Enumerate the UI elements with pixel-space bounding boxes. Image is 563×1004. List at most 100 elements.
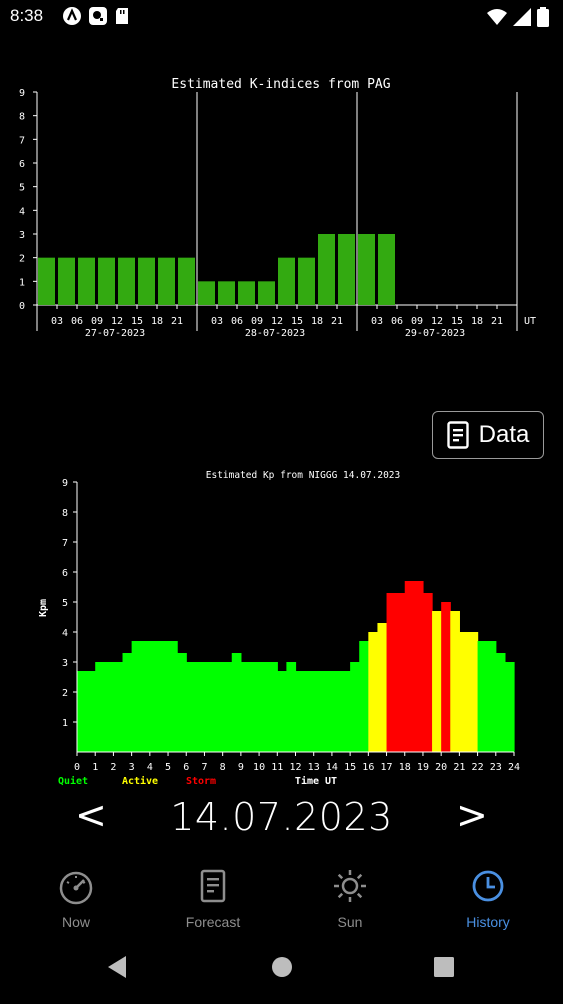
current-date: 14.07.2023 — [170, 795, 393, 839]
x-tick-label: 6 — [183, 762, 189, 773]
x-tick-label: 12 — [289, 762, 301, 773]
legend-active: Active — [122, 775, 158, 787]
kp-bar — [77, 671, 87, 752]
y-tick-label: 2 — [62, 688, 68, 699]
nav-label-forecast: Forecast — [185, 914, 241, 930]
kp-bar — [386, 593, 397, 752]
app-notification-icon — [63, 7, 81, 25]
x-tick-label: 17 — [381, 762, 393, 773]
x-tick-label: 16 — [362, 762, 374, 773]
k-index-bar — [338, 234, 355, 305]
x-tick-label: 1 — [92, 762, 98, 773]
kp-bar — [395, 593, 406, 752]
x-tick-label: 7 — [201, 762, 207, 773]
hour-tick-label: 21 — [331, 316, 343, 327]
kp-bar — [277, 671, 287, 752]
x-tick-label: 0 — [74, 762, 80, 773]
y-tick-label: 3 — [62, 658, 68, 669]
x-tick-label: 22 — [472, 762, 484, 773]
hour-tick-label: 09 — [251, 316, 263, 327]
y-tick-label: 1 — [19, 277, 25, 288]
kp-bar — [95, 662, 105, 752]
nav-item-forecast[interactable]: Forecast — [143, 866, 283, 930]
back-icon[interactable] — [108, 956, 126, 978]
wifi-icon — [487, 9, 507, 25]
kp-bar — [359, 641, 369, 752]
hour-tick-label: 15 — [131, 316, 143, 327]
nav-label-history: History — [466, 914, 510, 930]
k-index-bar — [138, 257, 155, 305]
hour-tick-label: 18 — [311, 316, 323, 327]
kp-area-chart: Estimated Kp from NIGGG 14.07.2023123456… — [38, 470, 520, 787]
hour-tick-label: 21 — [171, 316, 183, 327]
kp-bar — [422, 593, 433, 752]
x-tick-label: 23 — [490, 762, 502, 773]
chart-title: Estimated Kp from NIGGG 14.07.2023 — [206, 470, 400, 481]
app2-notification-icon — [89, 7, 107, 25]
notification-icons — [62, 6, 130, 26]
kp-bar — [222, 662, 233, 752]
y-axis-label: Kpm — [38, 599, 49, 617]
x-tick-label: 3 — [129, 762, 135, 773]
x-tick-label: 19 — [417, 762, 429, 773]
status-bar: 8:38 — [0, 0, 563, 34]
kp-bar — [459, 632, 470, 752]
y-tick-label: 1 — [62, 718, 68, 729]
battery-icon — [537, 7, 549, 27]
y-tick-label: 9 — [19, 88, 25, 99]
x-unit-label: UT — [524, 316, 536, 327]
document-icon — [446, 421, 469, 449]
signal-icon — [513, 8, 531, 26]
nav-item-sun[interactable]: Sun — [280, 866, 420, 930]
sdcard-icon — [116, 8, 128, 24]
k-index-bar — [198, 281, 215, 305]
kp-bar — [468, 632, 479, 752]
recents-icon[interactable] — [434, 957, 454, 977]
kp-bar — [286, 662, 297, 752]
x-tick-label: 10 — [253, 762, 265, 773]
kp-bar — [195, 662, 206, 752]
y-tick-label: 7 — [19, 135, 25, 146]
legend-storm: Storm — [186, 776, 216, 787]
document-icon — [200, 869, 226, 903]
kp-bar — [231, 653, 242, 752]
k-index-bar — [118, 257, 135, 305]
kp-bar — [304, 671, 315, 752]
x-tick-label: 21 — [453, 762, 465, 773]
x-axis-label: Time UT — [295, 775, 337, 787]
home-icon[interactable] — [272, 957, 292, 977]
system-status-icons — [487, 7, 549, 27]
x-tick-label: 4 — [147, 762, 153, 773]
y-tick-label: 6 — [19, 159, 25, 170]
data-button[interactable]: Data — [432, 411, 544, 459]
nav-item-now[interactable]: Now — [6, 866, 146, 930]
k-index-bar — [158, 257, 175, 305]
previous-day-button[interactable]: < — [75, 793, 107, 837]
k-index-bar — [318, 234, 335, 305]
kp-bar — [204, 662, 215, 752]
kp-bar — [104, 662, 115, 752]
k-index-bar — [358, 234, 375, 305]
y-tick-label: 8 — [19, 112, 25, 123]
y-tick-label: 7 — [62, 538, 68, 549]
bottom-navigation: Now Forecast Sun History — [0, 866, 563, 938]
hour-tick-label: 03 — [211, 316, 223, 327]
nav-item-history[interactable]: History — [418, 866, 558, 930]
kp-bar — [341, 671, 351, 752]
kp-bar — [295, 671, 306, 752]
kp-bar — [213, 662, 224, 752]
hour-tick-label: 12 — [111, 316, 123, 327]
day-label: 29-07-2023 — [405, 328, 465, 339]
hour-tick-label: 18 — [471, 316, 483, 327]
kp-bar — [450, 611, 460, 752]
k-index-bar — [218, 281, 235, 305]
next-day-button[interactable]: > — [456, 793, 488, 837]
kp-bar — [240, 662, 251, 752]
x-tick-label: 5 — [165, 762, 171, 773]
k-index-bar — [178, 257, 195, 305]
chart-title: Estimated K-indices from PAG — [171, 77, 390, 92]
kp-bar — [350, 662, 360, 752]
x-tick-label: 15 — [344, 762, 356, 773]
hour-tick-label: 15 — [291, 316, 303, 327]
kp-bar — [177, 653, 187, 752]
